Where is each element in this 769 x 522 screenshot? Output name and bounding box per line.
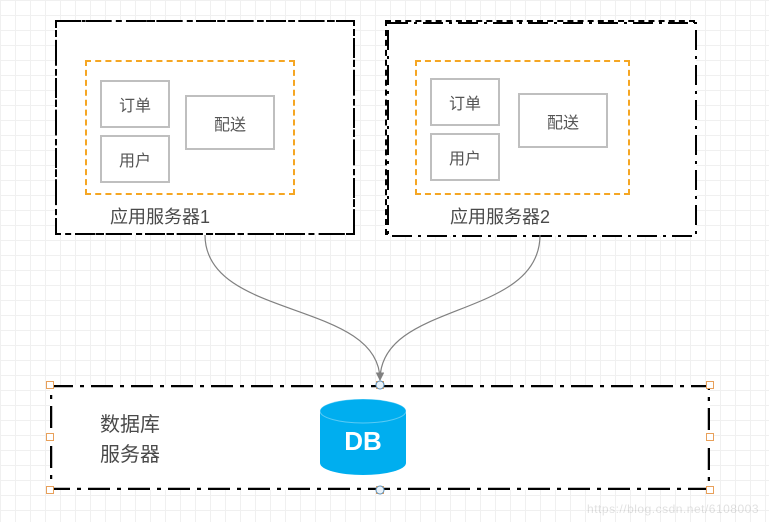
module-orders-2[interactable]: 订单: [430, 78, 500, 126]
module-users-1[interactable]: 用户: [100, 135, 170, 183]
resize-handle[interactable]: [706, 381, 714, 389]
database-icon: DB: [318, 398, 408, 478]
module-label: 订单: [119, 92, 151, 116]
module-users-2[interactable]: 用户: [430, 133, 500, 181]
connection-anchor[interactable]: [376, 381, 385, 390]
db-label-line1: 数据库: [100, 410, 160, 440]
app-server-1-label: 应用服务器1: [110, 203, 210, 229]
edge-server1-db[interactable]: [205, 235, 380, 380]
db-server-label: 数据库 服务器: [100, 410, 160, 470]
resize-handle[interactable]: [706, 486, 714, 494]
connection-anchor[interactable]: [376, 486, 385, 495]
module-label: 用户: [119, 147, 151, 171]
watermark: https://blog.csdn.net/6108003: [587, 502, 759, 516]
resize-handle[interactable]: [46, 486, 54, 494]
app-server-2-label: 应用服务器2: [450, 203, 550, 229]
edge-server2-db[interactable]: [380, 235, 540, 380]
db-label-line2: 服务器: [100, 440, 160, 470]
module-delivery-1[interactable]: 配送: [185, 95, 275, 150]
db-icon-text: DB: [344, 426, 382, 456]
module-label: 配送: [547, 109, 579, 133]
module-label: 用户: [449, 145, 481, 169]
module-label: 配送: [214, 111, 246, 135]
module-orders-1[interactable]: 订单: [100, 80, 170, 128]
resize-handle[interactable]: [46, 433, 54, 441]
resize-handle[interactable]: [706, 433, 714, 441]
module-label: 订单: [449, 90, 481, 114]
module-delivery-2[interactable]: 配送: [518, 93, 608, 148]
resize-handle[interactable]: [46, 381, 54, 389]
